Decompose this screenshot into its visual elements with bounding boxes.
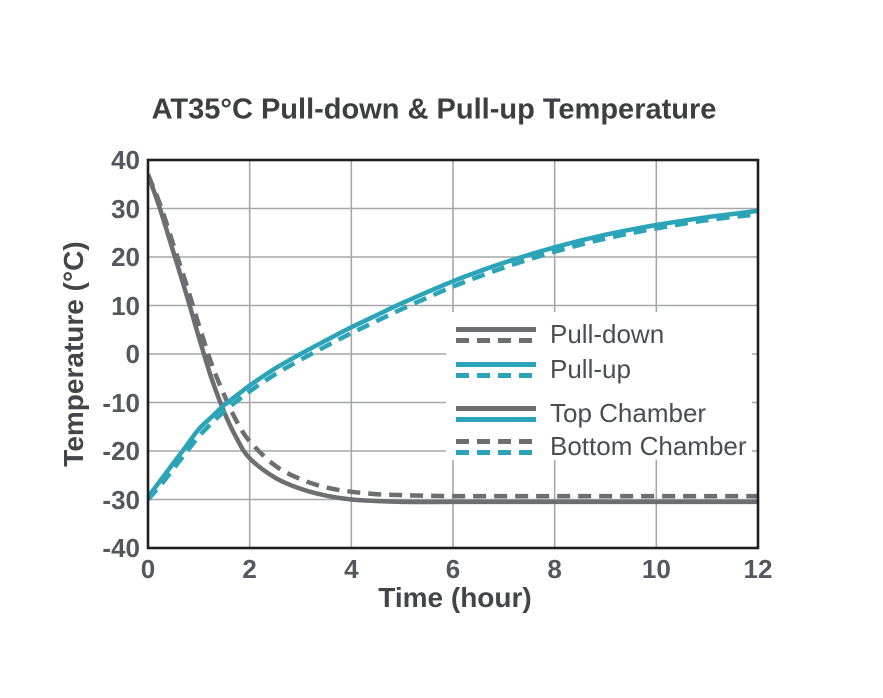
- legend-label-bottom-chamber: Bottom Chamber: [550, 431, 747, 461]
- legend-label-pull-up: Pull-up: [550, 354, 631, 384]
- legend-label-pull-down: Pull-down: [550, 319, 665, 349]
- y-tick-label: 10: [111, 290, 140, 321]
- legend-item-top-chamber: Top Chamber: [456, 398, 706, 429]
- y-tick-label: -30: [102, 484, 140, 515]
- x-tick-label: 0: [140, 554, 156, 584]
- y-tick-label: 20: [111, 242, 140, 272]
- gray-dashed-line-swatch: [456, 438, 536, 444]
- teal-solid-line-swatch: [456, 361, 536, 367]
- legend-label-top-chamber: Top Chamber: [550, 398, 707, 428]
- series-pull-up-bottom-chamber: [148, 212, 758, 501]
- x-tick-label: 2: [242, 554, 257, 584]
- legend-swatch-top-chamber: [456, 405, 536, 422]
- x-tick-label: 6: [445, 554, 461, 584]
- series-pull-up-top-chamber: [148, 208, 758, 499]
- teal-dashed-line-swatch: [456, 372, 536, 378]
- y-tick-label: -10: [102, 387, 140, 418]
- plot-border: [146, 158, 760, 550]
- legend-item-pull-up: Pull-up: [456, 354, 631, 385]
- teal-solid-line-swatch: [456, 416, 536, 422]
- chart-legend: Pull-down Pull-up Top Chamber Bottom Cha…: [446, 312, 752, 462]
- x-axis-title: Time (hour): [378, 582, 532, 613]
- gray-dashed-line-swatch: [456, 337, 536, 343]
- legend-swatch-bottom-chamber: [456, 438, 536, 455]
- y-tick-label: -40: [102, 533, 140, 563]
- y-tick-label: 0: [125, 339, 140, 369]
- teal-dashed-line-swatch: [456, 449, 536, 455]
- x-tick-label: 10: [641, 554, 671, 584]
- gray-solid-line-swatch: [456, 326, 536, 332]
- series-pull-down-top-chamber: [148, 173, 758, 505]
- legend-swatch-pull-up: [456, 361, 536, 378]
- series-pull-down-bottom-chamber: [148, 173, 758, 499]
- x-tick-label: 12: [743, 554, 773, 584]
- gray-solid-line-swatch: [456, 405, 536, 411]
- legend-item-bottom-chamber: Bottom Chamber: [456, 431, 747, 462]
- chart-title: AT35°C Pull-down & Pull-up Temperature: [151, 93, 717, 126]
- y-tick-label: -20: [102, 436, 140, 466]
- y-tick-label: 30: [111, 193, 140, 224]
- x-tick-label: 8: [547, 554, 562, 584]
- x-tick-label: 4: [344, 554, 359, 584]
- y-tick-label: 40: [111, 145, 140, 175]
- legend-item-pull-down: Pull-down: [456, 319, 664, 350]
- legend-swatch-pull-down: [456, 326, 536, 343]
